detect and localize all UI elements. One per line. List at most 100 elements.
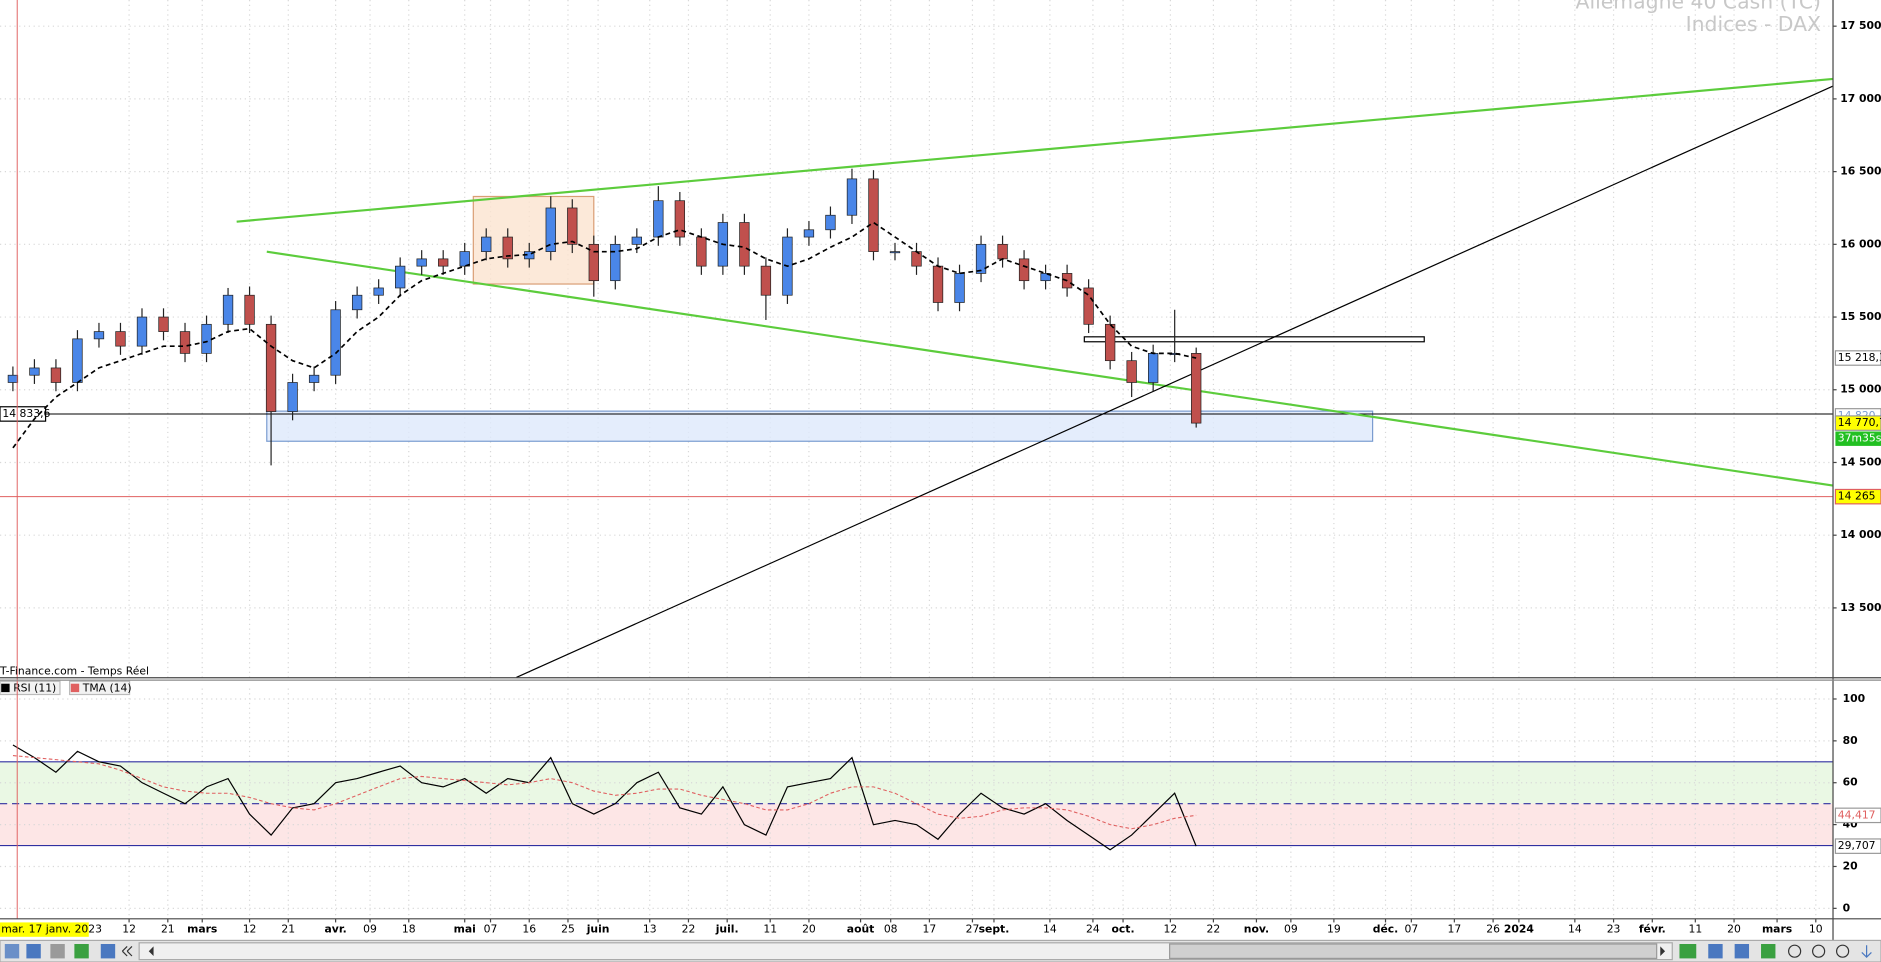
candle-body	[975, 243, 987, 274]
x-tick-label: mai	[454, 923, 476, 936]
candle-body	[610, 243, 621, 282]
x-tick-label: 24	[1086, 923, 1100, 936]
x-tick-label: 12	[243, 923, 257, 936]
x-tick-label: 27	[966, 923, 980, 936]
axis-tag-label: 15 218,3	[1838, 351, 1881, 364]
x-tick-label: 17	[923, 923, 937, 936]
x-tick-label: 23	[1607, 923, 1621, 936]
x-tick-label: juin	[586, 923, 610, 936]
zoom-in[interactable]	[1836, 944, 1850, 958]
x-tick-label: 2024	[1504, 923, 1534, 936]
candle-body	[1104, 323, 1116, 362]
x-tick-label: 12	[122, 923, 136, 936]
tool-icon[interactable]	[1679, 944, 1697, 959]
candle-body	[373, 287, 384, 296]
x-tick-label: 22	[1207, 923, 1221, 936]
x-tick-label: 09	[363, 923, 377, 936]
zone	[1083, 336, 1425, 343]
x-tick-label: 14	[1568, 923, 1582, 936]
x-tick-label: 11	[763, 923, 777, 936]
y-tick-label: 16 500	[1840, 165, 1881, 178]
scroll-start[interactable]	[121, 945, 133, 957]
x-tick-label: 12	[1164, 923, 1178, 936]
y-tick-label: 20	[1843, 859, 1858, 872]
candle-body	[846, 178, 858, 216]
candle-body	[351, 294, 363, 311]
axis-tag-label: 14 770,7	[1838, 416, 1881, 429]
candle-body	[93, 331, 105, 340]
zoom-icon[interactable]	[1788, 944, 1802, 958]
candle-body	[1191, 353, 1202, 424]
hline-label: 14 265	[1838, 490, 1876, 503]
x-tick-label: 07	[484, 923, 498, 936]
candle-body	[330, 309, 341, 376]
y-tick-label: 14 500	[1840, 455, 1881, 468]
legend-label: TMA (14)	[82, 682, 132, 695]
countdown-box	[1835, 431, 1881, 446]
countdown: 37m35s	[1838, 432, 1881, 445]
candle-body	[395, 265, 406, 289]
x-tick-label: 10	[1809, 923, 1823, 936]
candle-body	[244, 294, 255, 325]
y-tick-label: 60	[1843, 776, 1858, 789]
rsi-line	[12, 744, 1197, 851]
tool-icon[interactable]	[100, 944, 116, 959]
candle-body	[868, 178, 879, 252]
zoom-out[interactable]	[1812, 944, 1826, 958]
y-tick-label: 17 000	[1840, 92, 1881, 105]
x-tick-label: févr.	[1639, 923, 1666, 936]
tool-icon[interactable]	[50, 944, 65, 959]
x-tick-label: 18	[402, 923, 416, 936]
candle-body	[696, 236, 707, 267]
candle-body	[265, 323, 277, 412]
candle-body	[115, 331, 126, 347]
tool-icon[interactable]	[1734, 944, 1750, 959]
scroll-right[interactable]	[1660, 946, 1666, 957]
candle-body	[911, 251, 922, 267]
x-tick-label: 14	[1043, 923, 1057, 936]
candle-body	[1018, 258, 1030, 282]
candle-body	[136, 316, 148, 347]
x-tick-label: mars	[187, 923, 217, 936]
source: T-Finance.com - Temps Réel	[0, 665, 149, 678]
x-tick-label: 20	[1727, 923, 1741, 936]
x-tick-label: avr.	[325, 923, 347, 936]
x-tick-label: 19	[1327, 923, 1341, 936]
y-tick-label: 16 000	[1840, 237, 1881, 250]
candle-body	[545, 207, 556, 252]
candle-body	[997, 243, 1008, 260]
legend-swatch	[70, 683, 80, 693]
tool-icon[interactable]	[26, 944, 41, 959]
y-tick-label: 13 500	[1840, 601, 1881, 614]
x-tick-label: 11	[1688, 923, 1702, 936]
tool-icon[interactable]	[74, 944, 89, 959]
scroll-left[interactable]	[148, 946, 154, 957]
candle-body	[72, 338, 83, 383]
x-tick-label: oct.	[1112, 923, 1135, 936]
candle-body	[416, 258, 427, 267]
hline-label: 14 833,6	[2, 407, 50, 420]
axis-tag-label: 29,707	[1838, 839, 1876, 852]
candle-body	[7, 374, 19, 383]
candle-body	[438, 258, 449, 267]
watermark-subtitle: Indices - DAX	[1686, 12, 1821, 36]
candle-body	[932, 265, 944, 303]
x-tick-label: juil.	[715, 923, 739, 936]
x-tick-label: 16	[522, 923, 536, 936]
scroll-thumb[interactable]	[1169, 943, 1658, 960]
x-tick-label: déc.	[1373, 923, 1399, 936]
y-tick-label: 100	[1843, 692, 1866, 705]
tool-icon[interactable]	[1861, 945, 1872, 959]
tool-icon[interactable]	[1761, 944, 1776, 959]
candle-body	[50, 367, 62, 383]
tool-icon[interactable]	[4, 944, 20, 959]
candle-body	[481, 236, 492, 252]
crosshair-tag	[0, 922, 89, 937]
candle-body	[954, 273, 965, 303]
candle-body	[760, 265, 772, 296]
tool-icon[interactable]	[1708, 944, 1723, 959]
trendline	[236, 77, 1834, 223]
rsi-line	[12, 755, 1197, 830]
